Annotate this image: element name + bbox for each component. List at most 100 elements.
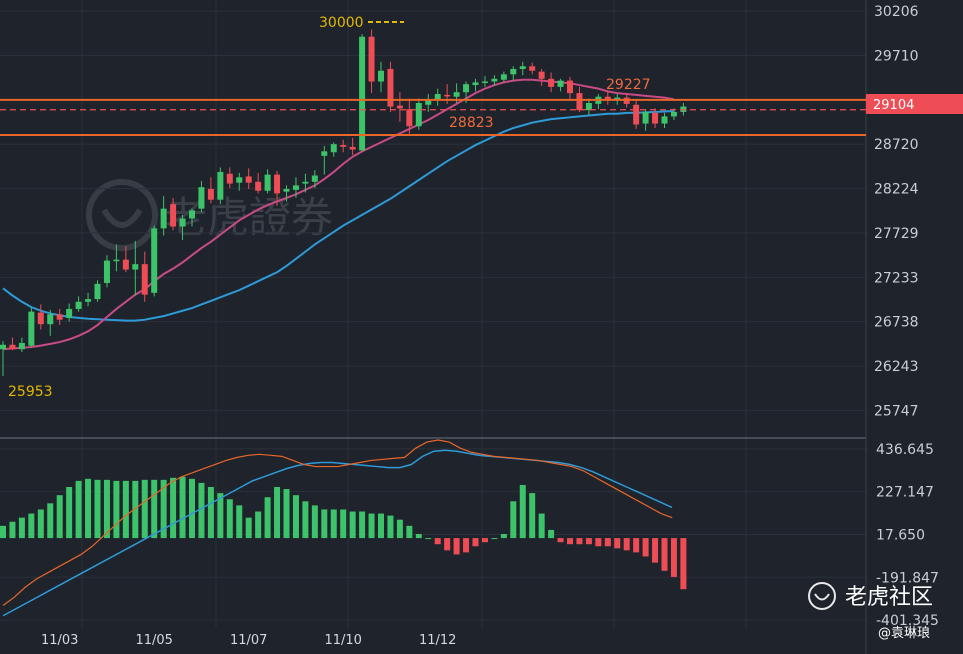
candle-body [576, 93, 583, 111]
date-tick-label: 11/07 [230, 633, 267, 648]
macd-bar [425, 538, 432, 540]
macd-bar [670, 538, 677, 577]
candle-body [633, 104, 640, 125]
author-handle: @袁琳琅 [878, 626, 930, 641]
candle-body [453, 92, 460, 97]
macd-bar [595, 538, 602, 547]
price-tick-label: 26738 [874, 315, 919, 331]
macd-bar [9, 521, 16, 539]
date-tick-label: 11/10 [324, 633, 361, 648]
candle-body [652, 112, 659, 124]
macd-bar [614, 538, 621, 549]
macd-bar [330, 509, 337, 539]
candle-body [425, 99, 432, 105]
macd-bar [415, 534, 422, 539]
low-label: 25953 [8, 384, 53, 400]
macd-tick-label: -191.847 [876, 570, 939, 586]
macd-bar [18, 517, 25, 539]
macd-axis: 436.645 227.147 17.650 -191.847 -401.345 [876, 442, 939, 629]
candle-body [236, 177, 243, 183]
macd-bar [567, 538, 573, 545]
candle-body [548, 78, 555, 87]
candle-body [670, 111, 677, 117]
macd-bar [264, 497, 271, 539]
candle-body [245, 176, 252, 183]
macd-bar [481, 538, 488, 543]
candle-body [519, 66, 526, 69]
candle-body [75, 301, 82, 309]
candle-body [226, 173, 233, 184]
candle-body [330, 144, 337, 153]
candle-body [349, 146, 356, 150]
last-price-value: 29104 [873, 98, 914, 113]
candle-body [500, 74, 507, 80]
macd-bar [207, 487, 214, 539]
candle-body [122, 259, 129, 270]
macd-bar [623, 538, 630, 551]
macd-bar [340, 509, 347, 539]
ma-label: 29227 [606, 77, 651, 93]
macd-panel [0, 439, 687, 617]
candle-body [463, 84, 470, 93]
candle-body [292, 185, 299, 190]
candle-body [387, 68, 394, 107]
candle-body [321, 151, 328, 156]
ma-long-line [2, 110, 674, 322]
macd-bar [198, 482, 205, 539]
candle-body [491, 78, 498, 82]
macd-bar [387, 515, 394, 539]
macd-bar [141, 479, 148, 539]
candle-body [18, 342, 25, 350]
candle-body [481, 81, 488, 83]
macd-bar [56, 495, 63, 539]
candle-body [396, 105, 403, 109]
candle-body [9, 344, 16, 350]
last-price-tag [866, 94, 963, 114]
macd-bar [680, 538, 687, 590]
macd-bar [519, 484, 526, 539]
candle-body [141, 264, 148, 295]
candle-body [567, 80, 573, 94]
candle-body [283, 188, 290, 192]
candle-body [472, 82, 479, 86]
price-tick-label: 25747 [874, 403, 919, 419]
candle-body [264, 174, 271, 191]
candle-body [28, 311, 35, 346]
candle-body [217, 171, 224, 200]
candle-body [444, 94, 451, 97]
macd-bar [189, 478, 195, 539]
macd-bar [47, 503, 54, 539]
price-tick-label: 27233 [874, 270, 919, 286]
candle-body [255, 181, 262, 191]
macd-bar [122, 480, 129, 539]
candle-body [113, 259, 120, 262]
price-tick-label: 26243 [874, 359, 919, 375]
candle-body [151, 228, 158, 293]
macd-bar [75, 480, 82, 539]
macd-tick-label: 227.147 [876, 485, 934, 501]
candle-body [434, 94, 441, 101]
macd-tick-label: 436.645 [876, 442, 934, 458]
macd-bar [548, 529, 555, 539]
candle-body [302, 181, 309, 184]
date-tick-label: 11/05 [135, 633, 172, 648]
macd-bar [472, 538, 479, 547]
macd-bar [661, 538, 668, 571]
candle-body [94, 283, 101, 300]
macd-bar [529, 493, 536, 539]
price-tick-label: 30206 [874, 4, 919, 20]
macd-bar [538, 513, 545, 539]
candle-body [585, 102, 592, 111]
macd-bar [302, 501, 309, 539]
candle-body [378, 70, 384, 82]
ma-long-path [2, 110, 674, 322]
macd-bar [585, 538, 592, 545]
macd-bar [255, 511, 262, 539]
macd-bar [368, 513, 375, 539]
macd-bar [226, 499, 233, 539]
candle-body [642, 111, 649, 124]
macd-bar [0, 525, 6, 539]
date-tick-label: 11/03 [41, 633, 78, 648]
candle-body [160, 208, 167, 229]
